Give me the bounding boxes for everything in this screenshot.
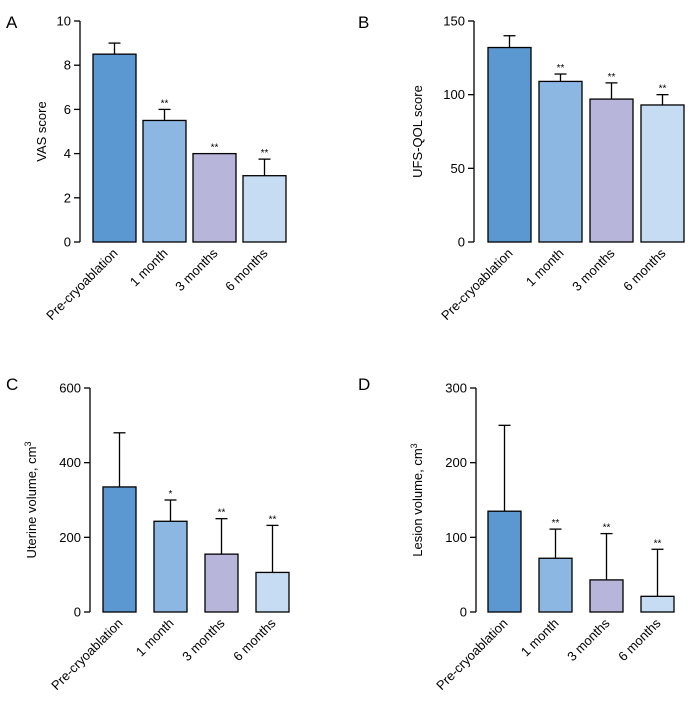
panel-d-bar-2: [538, 557, 573, 613]
panel-c-category-label: 6 months: [230, 615, 279, 664]
panel-b-y-axis-title: UFS-QOL score: [410, 85, 425, 178]
panel-b-y-tick-label: 100: [443, 87, 465, 102]
panel-c-bar-2: [153, 520, 188, 613]
panel-a-significance-mark: **: [261, 148, 269, 159]
panel-a-y-axis-title: VAS score: [34, 101, 49, 161]
panel-c-bar-1: [102, 486, 137, 613]
panel-b-bar-2: [538, 80, 583, 243]
panel-c-letter: C: [6, 375, 18, 394]
panel-d-category-label: 6 months: [615, 615, 664, 664]
panel-c-y-tick-label: 0: [74, 605, 81, 620]
panel-d-bar-1: [487, 510, 522, 613]
panel-d-y-axis-title: Lesion volume, cm3: [409, 443, 425, 556]
panel-d-y-tick-label: 0: [460, 605, 467, 620]
panel-a-bar-4: [242, 175, 287, 243]
panel-c-significance-mark: *: [169, 489, 173, 500]
panel-a-y-tick-label: 2: [64, 190, 71, 205]
panel-c-y-tick-label: 600: [59, 381, 81, 396]
panel-d-y-axis-title-sup: 3: [409, 443, 419, 448]
panel-c-category-label: 1 month: [133, 616, 177, 660]
panel-c-chart: C 0 200 400 600 Uterine volume, cm3 Pre-cryoab…: [6, 375, 290, 694]
panel-d-bar-3: [589, 579, 624, 613]
panel-b-significance-mark: **: [608, 72, 616, 83]
panel-a-y-tick-label: 8: [64, 58, 71, 73]
panel-b-y-axis-title-text: UFS-QOL score: [410, 85, 425, 178]
panel-d-significance-mark: **: [552, 518, 560, 529]
panel-d-chart: D 0 100 200 300 Lesion volume, cm3 Pre-cryoabl…: [358, 375, 675, 694]
panel-a-category-label: 3 months: [172, 245, 221, 294]
panel-a-bar-3: [192, 152, 237, 243]
panel-c-y-tick-label: 400: [59, 455, 81, 470]
panel-b-y-tick-label: 0: [458, 235, 465, 250]
panel-a-y-tick-label: 10: [57, 14, 71, 29]
panel-a-bar-1: [92, 53, 137, 243]
panel-d-y-axis-title-text: Lesion volume, cm: [410, 448, 425, 556]
panel-c-y-axis-title-sup: 3: [23, 442, 33, 447]
panel-a-y-tick-label: 6: [64, 102, 71, 117]
panel-b-y-tick-label: 50: [451, 161, 465, 176]
panel-b-category-label: 3 months: [569, 245, 618, 294]
panel-a-category-label: 1 month: [127, 246, 171, 290]
panel-d-letter: D: [358, 375, 370, 394]
panel-a-y-tick-label: 0: [64, 235, 71, 250]
panel-a-bar-2: [142, 119, 187, 243]
panel-c-y-axis-title: Uterine volume, cm3: [23, 442, 39, 559]
panel-a-y-axis-title-text: VAS score: [34, 101, 49, 161]
panel-c-significance-mark: **: [218, 508, 226, 519]
panel-d-category-label: Pre-cryoablation: [433, 616, 511, 694]
panel-d-significance-mark: **: [603, 523, 611, 534]
panel-b-bar-1: [487, 46, 532, 243]
panel-b-significance-mark: **: [659, 84, 667, 95]
panel-c-y-axis-title-text: Uterine volume, cm: [24, 447, 39, 559]
panel-d-y-tick-label: 200: [445, 455, 467, 470]
panel-d-y-tick-label: 300: [445, 381, 467, 396]
panel-b-chart: B 0 50 100 150 UFS-QOL score Pre-cryoablation *…: [358, 13, 685, 324]
panel-d-significance-mark: **: [654, 538, 662, 549]
panel-b-significance-mark: **: [557, 63, 565, 74]
panel-b-y-tick-label: 150: [443, 14, 465, 29]
panel-c-significance-mark: **: [269, 514, 277, 525]
panel-b-category-label: Pre-cryoablation: [438, 246, 516, 324]
panel-c-category-label: Pre-cryoablation: [48, 616, 126, 694]
panel-a-significance-mark: **: [161, 98, 169, 109]
panel-a-category-label: Pre-cryoablation: [43, 246, 121, 324]
panel-b-letter: B: [358, 13, 369, 32]
panel-c-category-label: 3 months: [179, 615, 228, 664]
panel-a-chart: A 0 2 4 6 8 10 VAS score Pre-cryoablation ** 1 mon…: [6, 13, 287, 324]
panel-c-bar-4: [255, 571, 290, 613]
panel-a-y-tick-label: 4: [64, 146, 71, 161]
panel-b-bar-3: [589, 98, 634, 243]
panel-b-category-label: 6 months: [620, 245, 669, 294]
panel-c-bar-3: [204, 553, 239, 613]
panel-c-y-tick-label: 200: [59, 530, 81, 545]
panel-d-y-tick-label: 100: [445, 530, 467, 545]
panel-b-bar-4: [640, 104, 685, 243]
panel-a-category-label: 6 months: [222, 245, 271, 294]
panel-d-category-label: 3 months: [564, 615, 613, 664]
panel-d-bar-4: [640, 595, 675, 613]
panel-b-category-label: 1 month: [523, 246, 567, 290]
panel-a-letter: A: [6, 13, 18, 32]
panel-a-significance-mark: **: [211, 143, 219, 154]
panel-d-category-label: 1 month: [518, 616, 562, 660]
